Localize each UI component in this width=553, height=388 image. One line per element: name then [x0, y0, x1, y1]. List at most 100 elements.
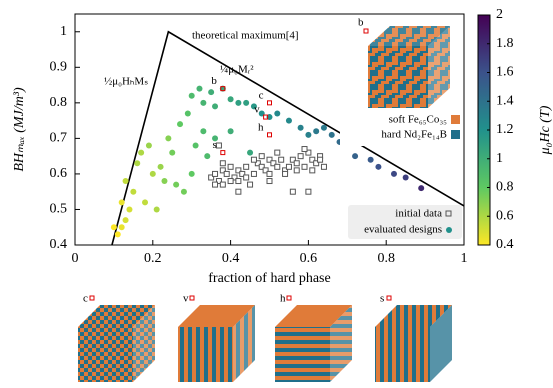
initial-point [302, 147, 307, 152]
initial-point [279, 157, 284, 162]
design-point [177, 121, 183, 127]
cube-marker [190, 296, 194, 300]
cube-face [78, 327, 133, 382]
design-point [126, 206, 132, 212]
initial-point [275, 164, 280, 169]
legend: initial data evaluated designs [348, 205, 462, 239]
highlight-label: s [213, 139, 217, 151]
design-point [130, 189, 136, 195]
x-tick-label: 0.4 [222, 251, 240, 266]
design-point [189, 93, 195, 99]
design-point [313, 128, 319, 134]
design-point [235, 100, 241, 106]
initial-point [213, 182, 218, 187]
highlight-label: b [211, 75, 217, 87]
initial-point [220, 161, 225, 166]
design-point [189, 171, 195, 177]
design-point [286, 118, 292, 124]
initial-point [318, 157, 323, 162]
legend-swatch [451, 130, 460, 139]
initial-point [275, 150, 280, 155]
initial-point [224, 171, 229, 176]
colorbar-tick-label: 1.2 [496, 122, 514, 137]
design-point [243, 100, 249, 106]
highlight-marker [221, 151, 225, 155]
highlight-label: v [254, 104, 260, 116]
colorbar-tick-label: 0.4 [496, 237, 514, 252]
cube-face [375, 327, 430, 382]
y-tick-label: 0.7 [50, 131, 68, 146]
design-point [142, 199, 148, 205]
cube-marker [387, 296, 391, 300]
initial-point [294, 168, 299, 173]
colorbar-tick-label: 1.6 [496, 65, 514, 80]
initial-point [216, 143, 221, 148]
initial-point [294, 161, 299, 166]
design-point [158, 164, 164, 170]
highlight-marker [268, 133, 272, 137]
initial-point [213, 171, 218, 176]
y-tick-label: 0.8 [50, 95, 68, 110]
inset: b soft Fe₆₅Co₃₅ hard Nd₂Fe₁₄B [340, 17, 460, 146]
design-point [119, 199, 125, 205]
cube-label: s [380, 293, 384, 305]
design-point [123, 217, 129, 223]
initial-point [251, 157, 256, 162]
legend-swatch [451, 115, 460, 124]
design-point [123, 178, 129, 184]
figure: 00.20.40.60.810.40.50.60.70.80.91fractio… [0, 0, 553, 388]
legend-swatch [446, 227, 452, 233]
initial-point [286, 164, 291, 169]
design-point [138, 150, 144, 156]
design-point [212, 103, 218, 109]
initial-point [228, 164, 233, 169]
initial-point [298, 154, 303, 159]
initial-point [236, 189, 241, 194]
design-point [208, 89, 214, 95]
initial-point [310, 168, 315, 173]
design-point [115, 231, 121, 237]
design-point [150, 171, 156, 177]
initial-point [248, 182, 253, 187]
design-point [200, 100, 206, 106]
y-tick-label: 0.4 [50, 237, 68, 252]
x-tick-label: 1 [461, 251, 468, 266]
design-point [321, 125, 327, 131]
design-point [274, 111, 280, 117]
initial-point [290, 189, 295, 194]
design-point [418, 185, 424, 191]
design-point [228, 128, 234, 134]
x-tick-label: 0.8 [377, 251, 395, 266]
colorbar-tick-label: 2 [496, 7, 503, 22]
cube-marker [287, 296, 291, 300]
colorbar-tick-label: 1.8 [496, 36, 514, 51]
colorbar-tick-label: 1 [496, 151, 503, 166]
cube-label: v [183, 293, 189, 305]
legend-label: soft Fe₆₅Co₃₅ [389, 114, 448, 126]
legend-label: evaluated designs [364, 224, 442, 236]
annotation: ½μ₀HₕMₛ [104, 76, 148, 88]
cube-face [178, 327, 233, 382]
colorbar-tick-label: 0.6 [496, 208, 514, 223]
initial-point [244, 164, 249, 169]
initial-point [220, 182, 225, 187]
cube-face [368, 46, 428, 108]
design-point [119, 224, 125, 230]
highlight-marker [268, 101, 272, 105]
initial-point [251, 171, 256, 176]
design-point [200, 128, 206, 134]
design-point [111, 224, 117, 230]
initial-point [302, 164, 307, 169]
highlight-label: h [258, 121, 264, 133]
design-point [161, 178, 167, 184]
initial-point [259, 154, 264, 159]
cube-label: h [280, 293, 286, 305]
design-point [298, 125, 304, 131]
legend-label: hard Nd₂Fe₁₄B [381, 129, 447, 141]
design-point [391, 171, 397, 177]
cube-label: c [83, 293, 88, 305]
y-tick-label: 0.6 [50, 166, 68, 181]
colorbar-label: μ₀Hc (T) [538, 105, 553, 155]
